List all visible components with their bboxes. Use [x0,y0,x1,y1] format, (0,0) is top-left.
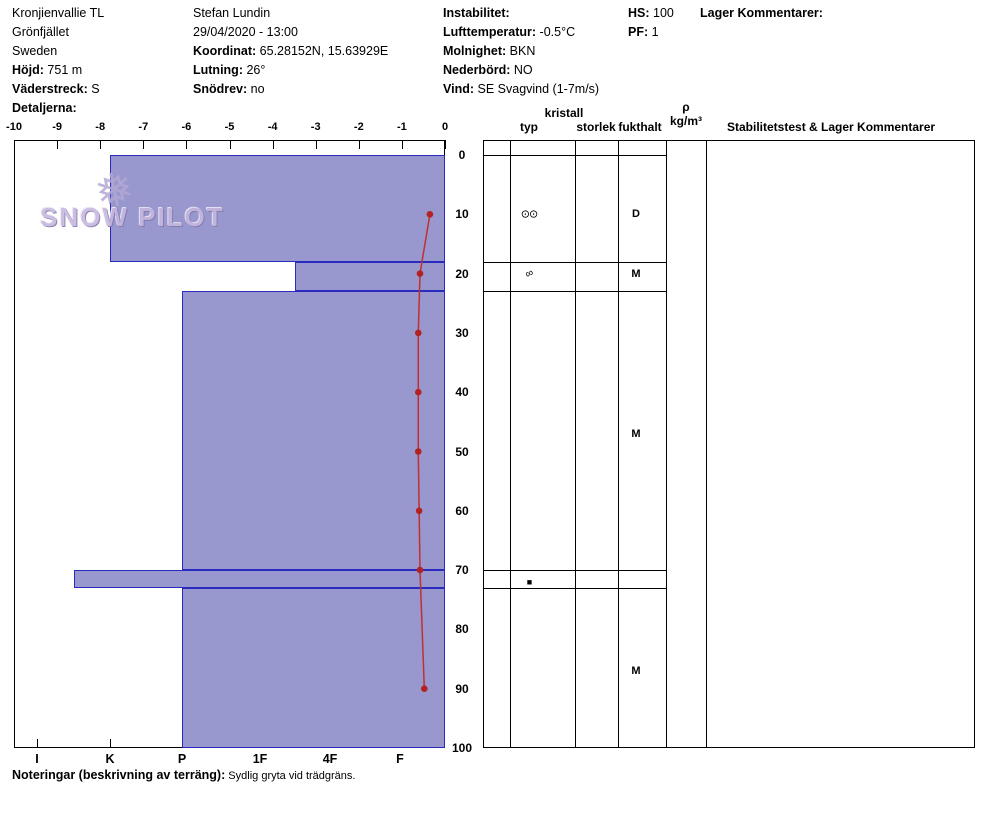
temp-axis-label: 0 [441,121,449,133]
temp-axis-label: -1 [397,121,407,133]
hardness-axis-tick [110,739,111,748]
grain-type-symbol: ⊙⊙ [520,208,538,221]
table-column-line [618,140,619,748]
hardness-axis-label: 4F [322,752,338,766]
temp-axis-label: -4 [267,121,278,133]
depth-axis-label: 50 [455,444,469,459]
pit-number-line: PF: 1 [628,25,659,39]
air-temp-line: Lufttemperatur: -0.5°C [443,25,576,39]
temp-axis-tick [229,140,231,149]
layer-bar [110,155,445,262]
temp-axis-tick [57,140,59,149]
blowing-snow-line: Snödrev: no [193,82,265,96]
crystal-header: kristall [544,106,584,120]
hardness-axis-label: P [177,752,187,766]
temp-axis-label: -9 [52,121,62,133]
grain-type-symbol: ■ [526,576,533,587]
hardness-axis-label: F [396,752,404,766]
layer-boundary-line [483,155,666,156]
moisture-column-header: fukthalt [618,120,662,134]
precip-line: Nederbörd: NO [443,63,533,77]
table-column-line [510,140,511,748]
depth-axis-label: 20 [455,266,469,281]
moisture-value: M [631,427,641,440]
temp-axis-tick [272,140,274,149]
snowpilot-watermark: SNOW PILOT [40,202,225,232]
instability-label: Instabilitet: [443,6,510,20]
depth-axis-label: 100 [451,741,473,755]
temp-axis-label: -5 [224,121,235,133]
moisture-value: M [631,267,641,280]
temp-axis-label: -2 [353,121,364,133]
depth-axis-label: 70 [455,563,469,578]
table-column-line [666,140,667,748]
layer-boundary-line [483,291,666,293]
temp-axis-label: -6 [181,121,192,133]
coordinates-line: Koordinat: 65.28152N, 15.63929E [193,44,389,58]
temp-axis-label: -10 [6,121,22,133]
size-column-header: storlek [576,120,616,134]
layer-bar [295,261,445,292]
stability-comments-header: Stabilitetstest & Lager Kommentarer [727,120,936,134]
country-name: Sweden [12,44,58,58]
temp-axis-label: -8 [95,121,106,133]
pit-name: Kronjienvallie TL [12,6,105,20]
layer-comments-label: Lager Kommentarer: [700,6,823,20]
moisture-value: M [631,664,641,677]
layer-table-frame [483,140,975,748]
temp-axis-label: -7 [138,121,149,133]
sky-cover-line: Molnighet: BKN [443,44,536,58]
temp-axis-tick [186,140,188,149]
elevation-line: Höjd: 751 m [12,63,83,77]
depth-axis-label: 40 [455,385,469,400]
slope-angle-line: Lutning: 26° [193,63,266,77]
depth-axis-label: 80 [455,622,469,637]
hardness-axis-label: 1F [252,752,268,766]
temp-axis-tick [358,140,360,149]
temp-axis-label: -3 [310,121,321,133]
observer-name: Stefan Lundin [193,6,271,20]
temp-axis-tick [315,140,317,149]
temp-axis-tick [445,140,446,149]
temp-axis-tick [14,140,15,149]
depth-axis-label: 10 [455,207,469,222]
layer-bar [182,291,445,571]
table-column-line [706,140,707,748]
details-label: Detaljerna: [12,101,77,115]
temp-axis-tick [100,140,102,149]
temp-axis-tick [143,140,145,149]
temp-axis-tick [401,140,403,149]
date-time: 29/04/2020 - 13:00 [193,25,298,39]
layer-boundary-line [483,587,666,589]
depth-axis-label: 0 [458,148,466,162]
aspect-line: Väderstreck: S [12,82,100,96]
depth-axis-label: 60 [455,503,469,518]
density-unit-header: kg/m³ [669,114,703,128]
layer-boundary-line [483,570,666,572]
layer-bar [73,570,445,588]
density-symbol-header: ρ [682,100,690,114]
terrain-note: Noteringar (beskrivning av terräng): Syd… [12,768,356,782]
snow-height-line: HS: 100 [628,6,674,20]
type-column-header: typ [520,120,538,134]
hardness-axis-label: K [105,752,115,766]
region-name: Grönfjället [12,25,69,39]
hardness-axis-label: I [35,752,39,766]
depth-axis-label: 30 [455,325,469,340]
wind-line: Vind: SE Svagvind (1-7m/s) [443,82,600,96]
hardness-axis-tick [37,739,38,748]
moisture-value: D [632,208,640,221]
layer-boundary-line [483,261,666,263]
table-column-line [575,140,576,748]
depth-axis-label: 90 [455,681,469,696]
layer-bar [182,587,445,748]
